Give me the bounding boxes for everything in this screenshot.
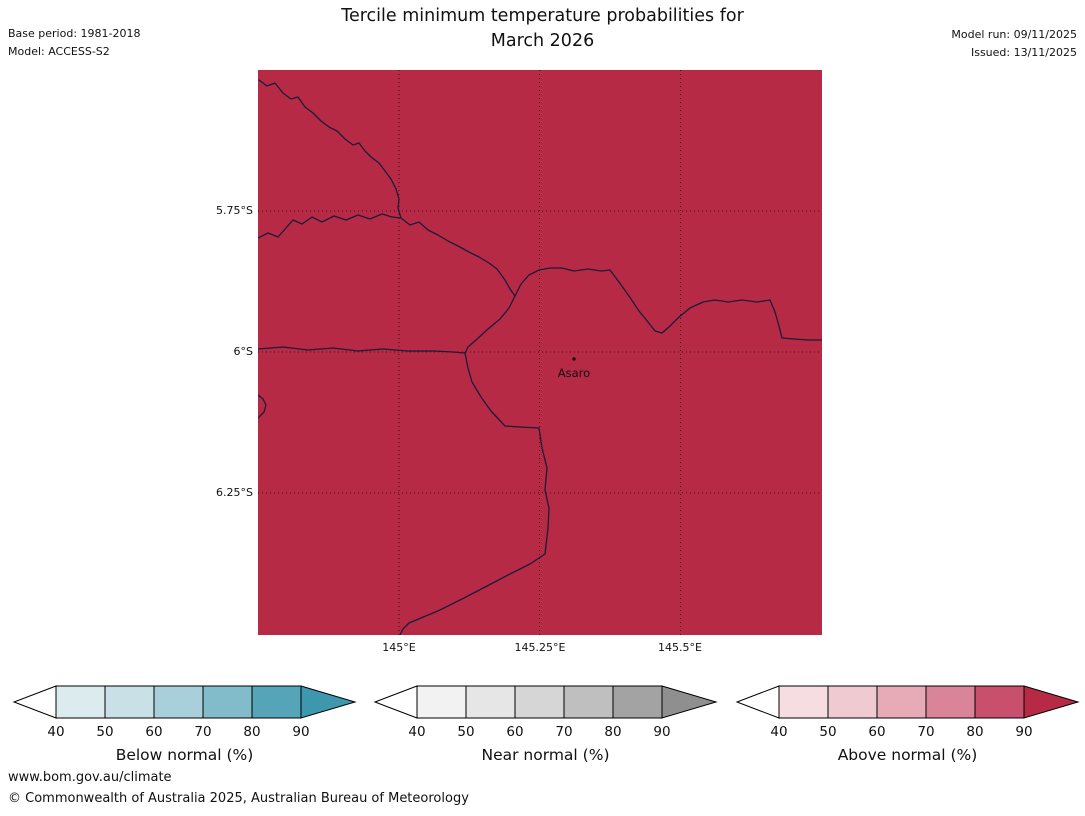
legend-segment — [876, 685, 927, 719]
footer-url: www.bom.gov.au/climate — [8, 770, 172, 785]
region-borders — [257, 79, 823, 636]
legend-segment — [465, 685, 516, 719]
border-west-wavy — [257, 213, 402, 239]
legend-right-arrow — [661, 685, 718, 719]
legend-segment — [202, 685, 253, 719]
border-branch-south — [464, 295, 516, 354]
legend-tick-label: 60 — [868, 724, 885, 740]
border-left-edge-blob — [257, 394, 267, 419]
lon-label-145e: 145°E — [382, 641, 416, 654]
model-text: Model: ACCESS-S2 — [8, 45, 110, 58]
legend-right-arrow — [300, 685, 357, 719]
legend-tick-label: 50 — [819, 724, 836, 740]
border-main-east — [400, 217, 823, 341]
legend-tick-label: 90 — [1015, 724, 1032, 740]
meta-top-right: Model run: 09/11/2025 Issued: 13/11/2025 — [951, 26, 1077, 62]
border-west-6s — [257, 346, 466, 354]
border-south-lobe — [399, 352, 550, 636]
legend-tick-label: 80 — [966, 724, 983, 740]
legend-tick-label: 60 — [145, 724, 162, 740]
legend-segment — [612, 685, 663, 719]
legend-tick-label: 50 — [457, 724, 474, 740]
legend-tick-label: 40 — [408, 724, 425, 740]
legend-tick-label: 70 — [555, 724, 572, 740]
lat-label-625s: 6.25°S — [216, 486, 253, 499]
legend-segment — [778, 685, 829, 719]
issued-text: Issued: 13/11/2025 — [970, 46, 1077, 59]
legend-below-normal: 40 50 60 70 80 90 Below normal (%) — [12, 684, 357, 764]
legend-right-arrow — [1023, 685, 1080, 719]
model-run-text: Model run: 09/11/2025 — [951, 28, 1077, 41]
legend-caption-near: Near normal (%) — [481, 746, 610, 764]
legend-tick-label: 90 — [292, 724, 309, 740]
legend-tick-label: 40 — [47, 724, 64, 740]
legend-colorbar-near: 40 50 60 70 80 90 — [373, 685, 718, 740]
figure-title-line1: Tercile minimum temperature probabilitie… — [341, 6, 744, 26]
legend-segment — [104, 685, 155, 719]
figure-title-line2: March 2026 — [490, 31, 595, 51]
map-canvas: Asaro — [257, 70, 823, 636]
lon-label-1455e: 145.5°E — [658, 641, 702, 654]
lon-label-14525e: 145.25°E — [514, 641, 566, 654]
legend-colorbar-below: 40 50 60 70 80 90 — [12, 685, 357, 740]
legend-segment — [514, 685, 565, 719]
legend-tick-label: 50 — [96, 724, 113, 740]
legend-tick-label: 80 — [243, 724, 260, 740]
meta-top-left: Base period: 1981-2018 Model: ACCESS-S2 — [8, 25, 140, 61]
footer-copyright: © Commonwealth of Australia 2025, Austra… — [8, 791, 469, 806]
probability-shading — [258, 70, 822, 635]
border-northwest-diagonal — [258, 79, 402, 219]
legend-near-normal: 40 50 60 70 80 90 Near normal (%) — [373, 684, 718, 764]
legend-caption-below: Below normal (%) — [115, 746, 254, 764]
asaro-marker — [572, 357, 576, 361]
legend-segment — [55, 685, 106, 719]
legend-segment — [925, 685, 976, 719]
legend-segment — [563, 685, 614, 719]
figure-title: Tercile minimum temperature probabilitie… — [0, 4, 1085, 54]
base-period-text: Base period: 1981-2018 — [8, 27, 141, 40]
legend-segment — [827, 685, 878, 719]
legend-segment — [153, 685, 204, 719]
lat-label-575s: 5.75°S — [216, 204, 253, 217]
legend-above-normal: 40 50 60 70 80 90 Above normal (%) — [735, 684, 1080, 764]
legend-tick-label: 70 — [917, 724, 934, 740]
legend-left-arrow — [735, 685, 780, 719]
legend-tick-label: 40 — [770, 724, 787, 740]
legend-left-arrow — [12, 685, 57, 719]
legend-left-arrow — [373, 685, 418, 719]
legend-segment — [251, 685, 302, 719]
legend-caption-above: Above normal (%) — [837, 746, 978, 764]
legend-tick-label: 70 — [194, 724, 211, 740]
legend-tick-label: 80 — [604, 724, 621, 740]
legend-segment — [416, 685, 467, 719]
legend-tick-label: 60 — [506, 724, 523, 740]
legend-tick-label: 90 — [653, 724, 670, 740]
asaro-label: Asaro — [558, 366, 590, 380]
lat-label-6s: 6°S — [233, 345, 253, 358]
legend-segment — [974, 685, 1025, 719]
legend-colorbar-above: 40 50 60 70 80 90 — [735, 685, 1080, 740]
probability-map: Asaro — [257, 70, 823, 636]
